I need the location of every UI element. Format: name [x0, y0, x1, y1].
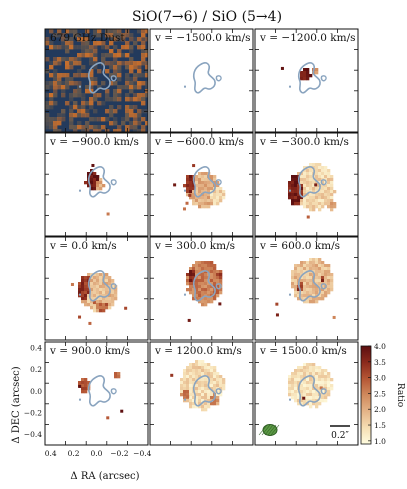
panel-3: v = −900.0 km/s — [44, 132, 149, 237]
panel-frame — [149, 28, 254, 133]
panel-grid: 679 GHz Dust v = −1500.0 km/s v = −1200.0 … — [44, 28, 359, 446]
contour — [297, 270, 321, 302]
panel-label-11: v = 1500.0 km/s — [259, 345, 347, 357]
panel-frame — [44, 132, 149, 237]
x-tick-label: 0.0 — [91, 449, 103, 458]
panel-frame — [254, 28, 359, 133]
panel-label-4: v = −600.0 km/s — [154, 136, 244, 148]
contour — [192, 62, 216, 94]
x-axis-label: Δ RA (arcsec) — [70, 471, 139, 482]
colorbar-label: Ratio — [395, 383, 405, 407]
contour — [87, 166, 111, 198]
x-tick-label: 0.4 — [45, 449, 57, 458]
panel-label-5: v = −300.0 km/s — [259, 136, 349, 148]
contour — [192, 270, 216, 302]
panel-frame — [254, 341, 359, 446]
y-tick-label: 0.4 — [30, 343, 42, 352]
panel-frame — [44, 236, 149, 341]
panel-8: v = 600.0 km/s — [254, 236, 359, 341]
panel-4: v = −600.0 km/s — [149, 132, 254, 237]
panel-7: v = 300.0 km/s — [149, 236, 254, 341]
x-tick-label: −0.2 — [110, 449, 128, 458]
panel-label-1: v = −1500.0 km/s — [154, 32, 251, 44]
colorbar-tick-label: 1.0 — [374, 437, 386, 446]
contour — [87, 270, 111, 302]
panel-label-10: v = 1200.0 km/s — [154, 345, 242, 357]
panel-0-map — [45, 29, 148, 132]
panel-frame — [149, 132, 254, 237]
chart-title: SiO(7→6) / SiO (5→4) — [132, 9, 282, 25]
colorbar-tick-label: 4.0 — [374, 342, 386, 351]
panel-frame — [149, 341, 254, 446]
y-tick-label: −0.2 — [24, 408, 42, 417]
panel-5-map — [288, 163, 337, 219]
panel-5: v = −300.0 km/s — [254, 132, 359, 237]
panel-label-2: v = −1200.0 km/s — [259, 32, 356, 44]
panel-frame — [254, 132, 359, 237]
colorbar-tick-label: 1.5 — [374, 421, 386, 430]
colorbar-tick-label: 2.5 — [374, 389, 386, 398]
contour — [297, 62, 321, 94]
panel-3-map — [78, 163, 117, 216]
colorbar-gradient — [360, 345, 372, 445]
y-tick-label: 0.0 — [30, 387, 42, 396]
panel-10: v = 1200.0 km/s — [149, 341, 254, 446]
panel-9-map — [78, 372, 124, 420]
panel-frame — [149, 236, 254, 341]
panel-9: v = 900.0 km/s — [44, 341, 149, 446]
panel-11-map — [288, 363, 334, 409]
panel-10-map — [170, 360, 226, 412]
scale-bar-label: 0.2″ — [331, 431, 349, 441]
y-axis-label: Δ DEC (arcsec) — [11, 366, 22, 443]
y-tick-label: −0.4 — [24, 430, 42, 439]
contour — [87, 62, 111, 94]
contour — [87, 375, 111, 407]
panel-11: v = 1500.0 km/s — [254, 341, 359, 446]
panel-label-3: v = −900.0 km/s — [49, 136, 139, 148]
colorbar-tick-label: 3.5 — [374, 358, 386, 367]
x-tick-label: −0.4 — [133, 449, 151, 458]
contour — [192, 166, 216, 198]
panel-4-map — [173, 164, 226, 211]
panel-8-map — [275, 258, 336, 319]
panel-2-map — [280, 62, 327, 94]
x-tick-label: 0.2 — [68, 449, 80, 458]
colorbar-tick-label: 2.0 — [374, 405, 386, 414]
panel-0: 679 GHz Dust — [44, 28, 149, 133]
contour — [297, 166, 321, 198]
contour — [192, 375, 216, 407]
panel-6-map — [70, 270, 128, 325]
panel-frame — [44, 28, 149, 133]
panel-7-map — [183, 261, 223, 322]
panel-2: v = −1200.0 km/s — [254, 28, 359, 133]
panel-6: v = 0.0 km/s — [44, 236, 149, 341]
panel-label-9: v = 900.0 km/s — [49, 345, 130, 357]
panel-1: v = −1500.0 km/s — [149, 28, 254, 133]
axes: 0.4 0.2 0.0 −0.2 −0.4 0.4 0.2 0.0 −0.2 −0.4 0.2″ — [24, 343, 350, 458]
panel-frame — [44, 341, 149, 446]
contour — [297, 375, 321, 407]
beam-ellipse — [258, 424, 280, 436]
panel-label-6: v = 0.0 km/s — [49, 240, 117, 252]
colorbar-tick-label: 3.0 — [374, 374, 386, 383]
panel-label-7: v = 300.0 km/s — [154, 240, 235, 252]
panel-label-8: v = 600.0 km/s — [259, 240, 340, 252]
colorbar: 4.0 3.5 3.0 2.5 2.0 1.5 1.0 Ratio — [360, 342, 405, 446]
panel-frame — [254, 236, 359, 341]
panel-1-map — [183, 62, 222, 94]
panel-label-0: 679 GHz Dust — [50, 32, 125, 44]
y-tick-label: 0.2 — [30, 365, 42, 374]
